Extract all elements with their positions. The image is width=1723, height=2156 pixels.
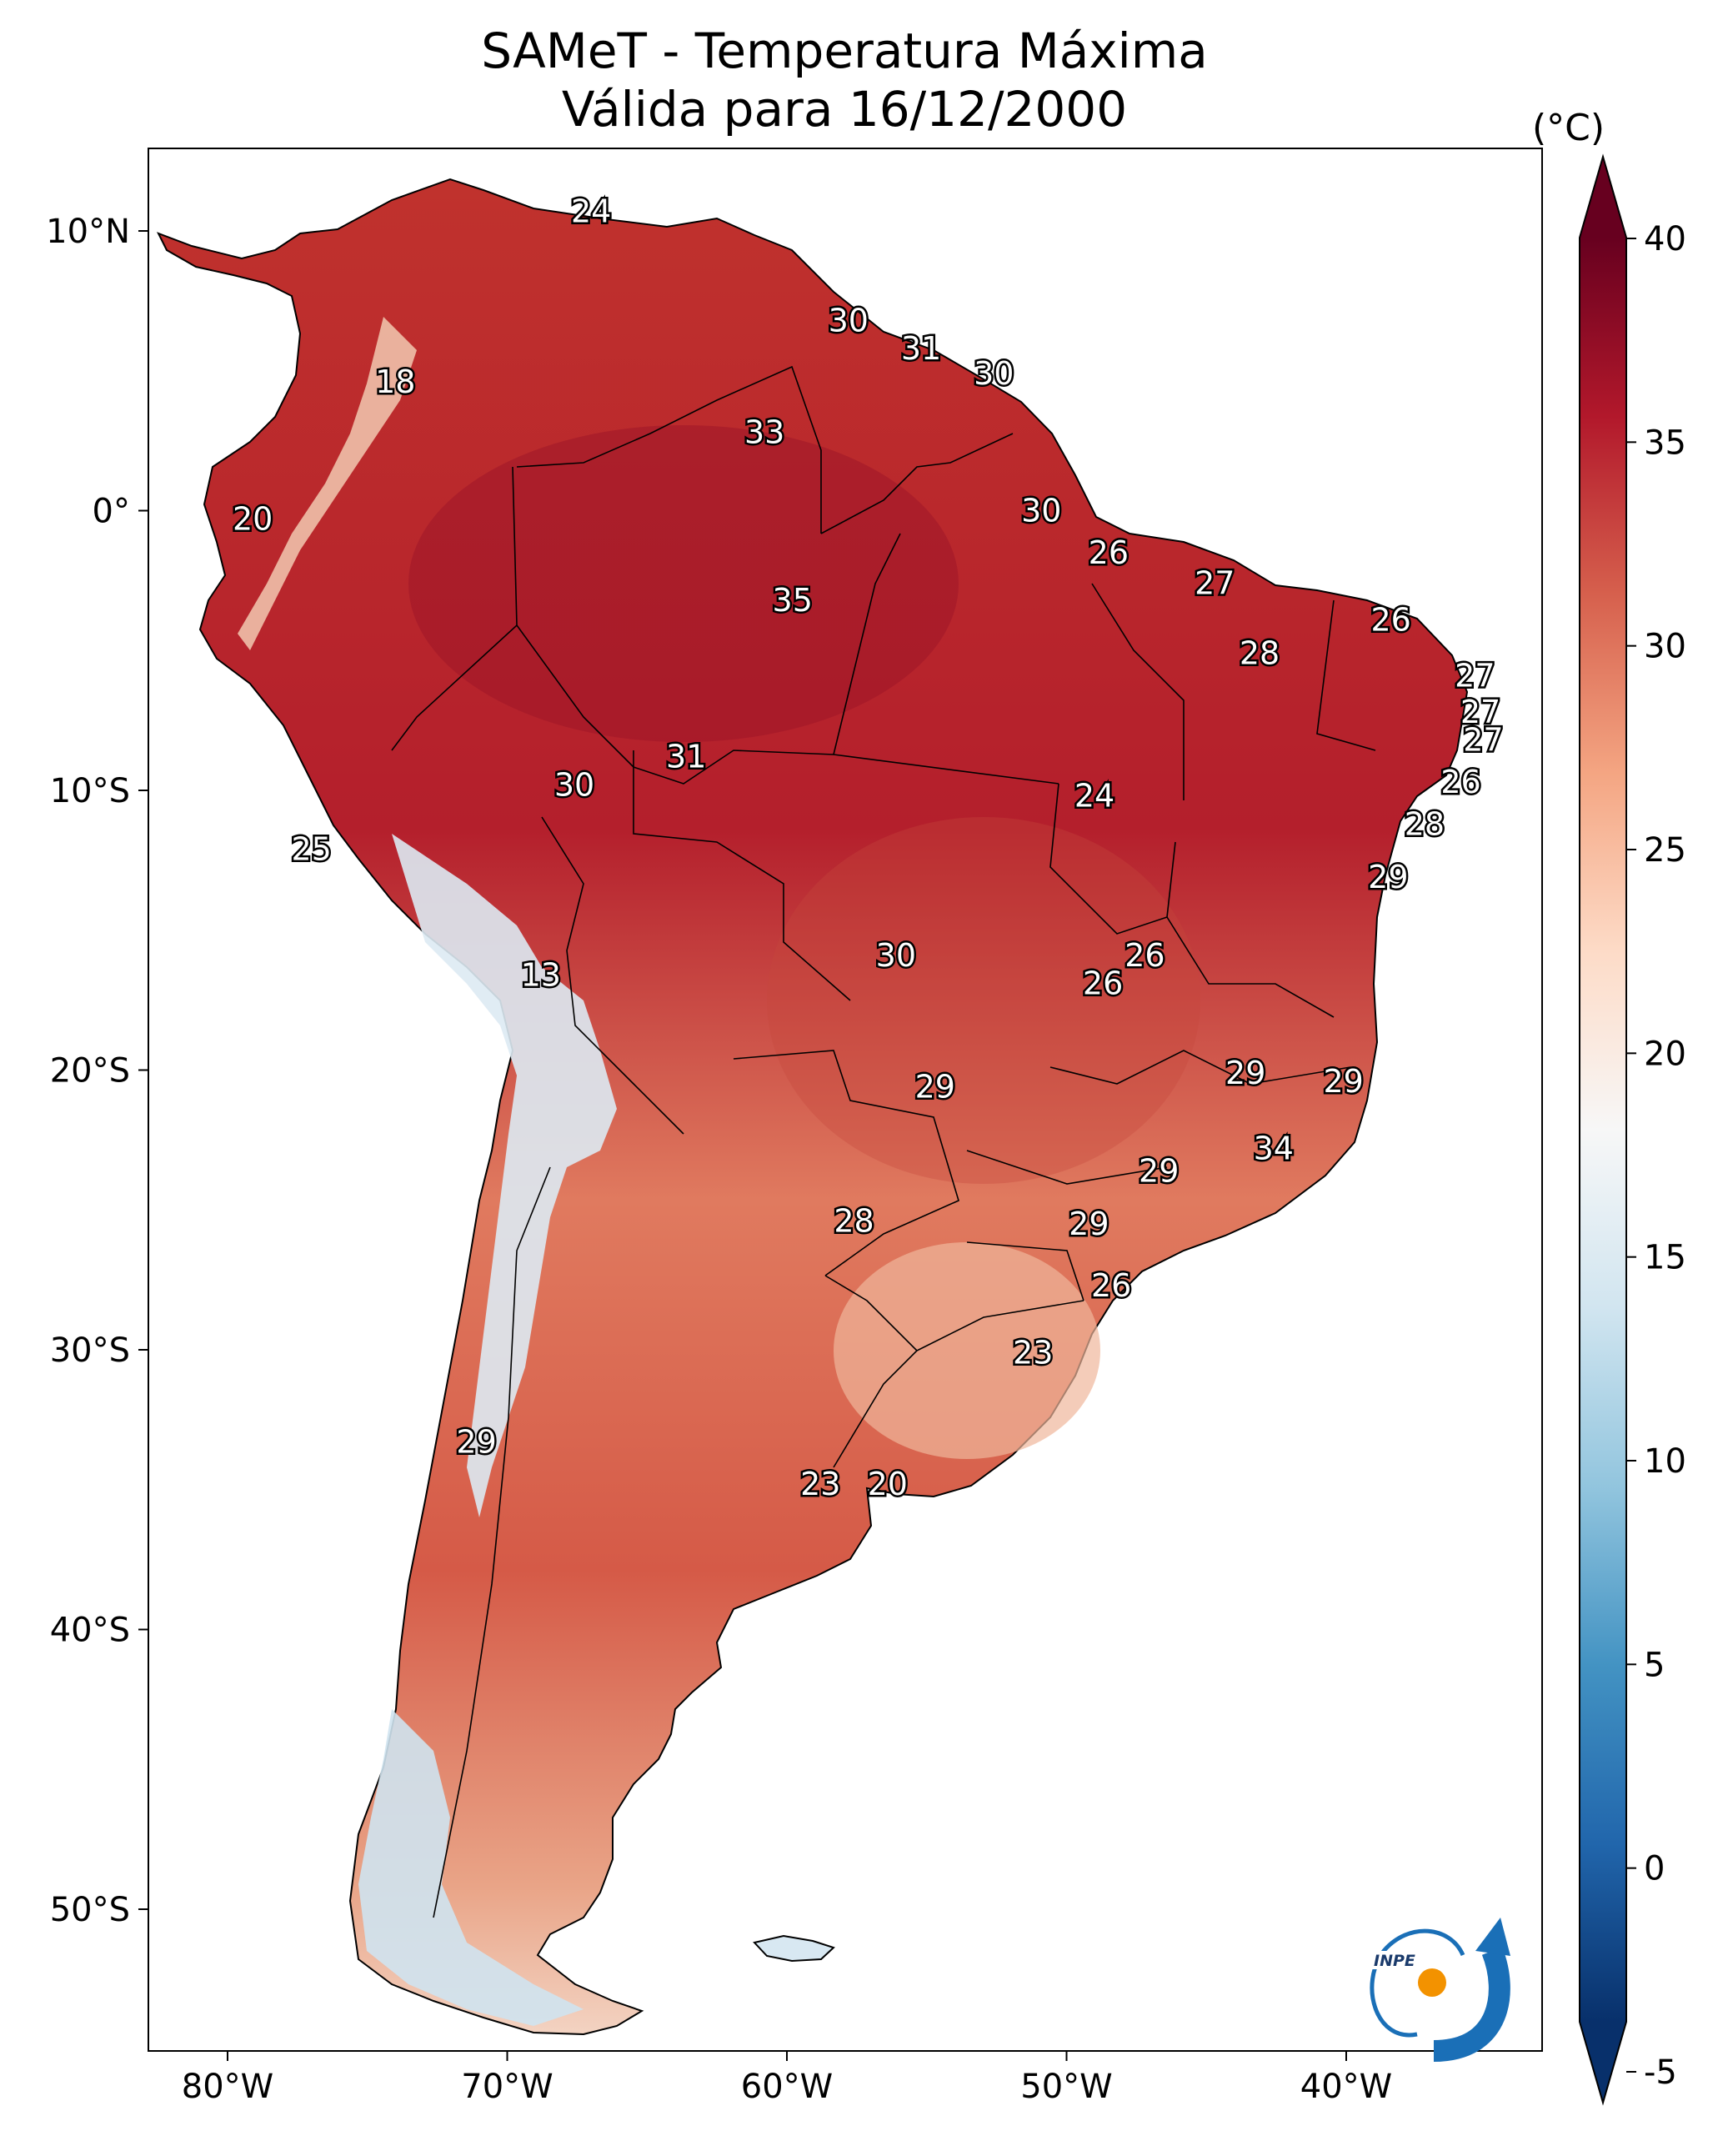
lon-tick-label: 60°W [741,2068,833,2106]
contour-label: 35 [773,582,813,619]
southeast-warm-zone [767,817,1200,1184]
colorbar-tick-label: 10 [1644,1442,1686,1481]
inpe-logo-wordmark-box [1370,1951,1415,1969]
contour-label: 26 [1371,601,1411,638]
inpe-logo-sun [1418,1968,1446,1997]
colorbar-extend-min [1580,2022,1626,2103]
colorbar-tick-label: 0 [1644,1850,1665,1888]
colorbar-outline [1579,153,1627,2106]
lat-tick-label: 50°S [50,1891,130,1929]
colorbar-tick-label: 35 [1644,424,1686,462]
colorbar-tick-label: 15 [1644,1239,1686,1277]
contour-label: 24 [1074,778,1114,815]
contour-label: 29 [1139,1152,1179,1189]
contour-label: 25 [291,830,331,867]
contour-label: 31 [901,330,941,367]
contour-label: 29 [456,1424,496,1461]
colorbar-unit-label: (°C) [1532,107,1605,149]
inpe-logo-swoosh [1433,1947,1510,2062]
contour-label: 29 [915,1069,955,1106]
contour-label: 30 [876,937,916,974]
contour-label: 28 [1240,635,1280,672]
contour-label: 30 [554,766,594,803]
contour-label: 33 [744,414,784,451]
lon-tick-label: 70°W [461,2068,553,2106]
amazon-hot-zone [408,425,959,742]
lat-tick-label: 20°S [50,1052,130,1091]
lat-tick-label: 10°S [50,772,130,810]
map-title-line2: Válida para 16/12/2000 [561,81,1128,138]
south-mild-zone [834,1242,1100,1459]
contour-label: 31 [666,739,706,775]
contour-label: 26 [1440,764,1480,800]
map-layers [156,178,1469,2036]
contour-label: 26 [1124,937,1165,974]
colorbar-body [1580,238,1626,2022]
contour-label: 30 [1021,493,1061,529]
contour-label: 34 [1254,1130,1294,1166]
colorbar-tick-label: 5 [1644,1646,1665,1684]
inpe-logo-wordmark: INPE [1374,1952,1415,1970]
contour-label: 30 [829,302,869,338]
lat-tick-label: 30°S [50,1331,130,1370]
colorbar-tick-label: 25 [1644,831,1686,870]
lon-tick-label: 40°W [1300,2068,1392,2106]
lat-tick-label: 10°N [46,213,130,251]
andes-cool-band [392,834,617,1517]
falkland-islands [753,1934,835,1963]
contour-label: 26 [1089,534,1129,571]
lat-tick-label: 0° [93,493,130,531]
patagonia-cool-band [358,1709,584,2026]
colorbar: 40 35 30 25 20 15 10 5 0 -5 [1579,153,1686,2106]
contour-label: 28 [834,1203,874,1240]
lon-tick-label: 80°W [182,2068,273,2106]
contour-label: 28 [1405,805,1445,842]
contour-label: 29 [1069,1206,1109,1242]
contour-label: 23 [800,1466,840,1502]
contour-label: 27 [1463,722,1503,759]
contour-label: 27 [1195,565,1235,602]
map-axes: 80°W 70°W 60°W 50°W 40°W 10°N 0° 10°S 20°S 30°S 40… [46,213,1392,2106]
contour-label: 27 [1455,657,1495,694]
contour-label: 20 [868,1466,908,1502]
contour-label: 20 [233,501,273,538]
contour-label: 26 [1083,965,1123,1001]
colorbar-tick-label: 20 [1644,1035,1686,1073]
andes-north-cool-band [238,317,417,650]
country-borders [391,365,1376,1918]
colorbar-tick-label: -5 [1644,2053,1677,2092]
lon-tick-label: 50°W [1020,2068,1112,2106]
inpe-logo: INPE [1370,1918,1510,2062]
contour-label: 24 [571,193,611,230]
map-title-line1: SAMeT - Temperatura Máxima [481,23,1208,79]
contour-label: 26 [1091,1267,1131,1304]
colorbar-extend-max [1580,157,1626,238]
contour-label: 29 [1225,1055,1265,1091]
contour-label: 18 [375,364,415,400]
inpe-logo-arrow [1475,1918,1510,1956]
contour-label: 27 [1460,694,1500,730]
contour-label: 23 [1013,1334,1053,1371]
map-frame [148,148,1543,2052]
colorbar-ticks: 40 35 30 25 20 15 10 5 0 -5 [1626,220,1686,2092]
contour-label: 30 [974,355,1014,392]
contour-label: 29 [1323,1063,1363,1100]
lat-tick-label: 40°S [50,1612,130,1650]
colorbar-tick-label: 40 [1644,220,1686,258]
contour-label: 29 [1368,859,1408,895]
colorbar-tick-label: 30 [1644,628,1686,666]
contour-label: 13 [521,956,561,993]
